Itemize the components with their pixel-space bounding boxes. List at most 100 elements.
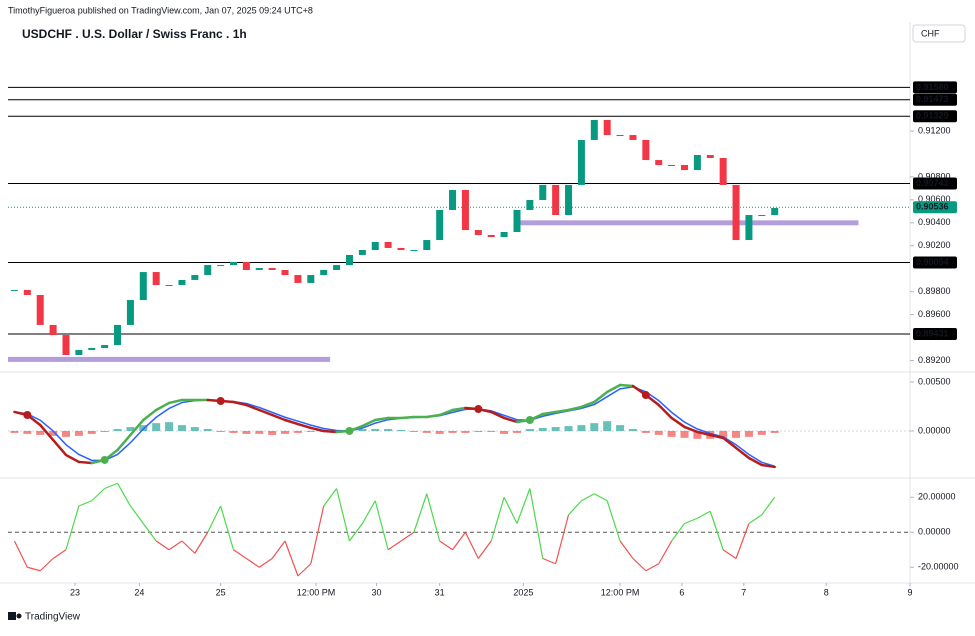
level-label: 0.89431 [916, 328, 949, 338]
main-line [103, 448, 119, 462]
main-line [270, 413, 287, 422]
histogram-bar [744, 430, 753, 437]
oscillator-line [413, 493, 428, 533]
candle [255, 268, 263, 270]
oscillator-line [374, 500, 389, 550]
last-price-label: 0.90536 [916, 202, 949, 212]
zone [519, 220, 859, 226]
candle [590, 120, 598, 140]
oscillator-line [387, 540, 402, 551]
main-line [670, 416, 686, 429]
oscillator-line [39, 558, 54, 572]
main-line [373, 416, 390, 422]
main-line [283, 418, 300, 426]
symbol-title: USDCHF . U.S. Dollar / Swiss Franc . 1h [22, 27, 247, 41]
histogram-bar [384, 429, 393, 431]
oscillator-line [65, 505, 80, 550]
x-tick-label: 8 [824, 587, 829, 597]
candle [126, 300, 134, 325]
candle [474, 230, 482, 235]
candle [771, 208, 779, 216]
candle [23, 289, 31, 295]
candle [500, 232, 508, 238]
main-line [322, 429, 338, 434]
histogram-bar [732, 430, 741, 438]
level-label: 0.90743 [916, 178, 949, 188]
oscillator-line [27, 566, 41, 572]
main-line [348, 424, 364, 433]
histogram-bar [474, 430, 483, 432]
main-line [51, 438, 68, 457]
oscillator-line [568, 500, 582, 516]
histogram-bar [61, 430, 70, 437]
candle [577, 139, 585, 185]
histogram-bar [216, 430, 225, 432]
x-tick-label: 31 [435, 587, 445, 597]
y-tick-label: 0.90400 [918, 217, 951, 227]
histogram-bar [757, 430, 766, 435]
main-line [657, 403, 673, 420]
histogram-bar [397, 429, 406, 431]
histogram-bar [538, 428, 547, 431]
candle [706, 155, 714, 158]
oscillator-line [400, 531, 415, 542]
candle [10, 289, 18, 291]
currency-button[interactable] [912, 24, 966, 43]
candle [732, 184, 740, 241]
oscillator-line [361, 500, 376, 524]
x-tick-label: 12:00 PM [601, 587, 640, 597]
oscillator-line [439, 540, 453, 551]
histogram-bar [306, 430, 315, 432]
oscillator-line [722, 549, 737, 559]
main-line [26, 413, 42, 427]
brand: TradingView [25, 612, 81, 623]
histogram-bar [87, 430, 96, 434]
oscillator-line [748, 514, 763, 524]
candle [49, 324, 57, 336]
histogram-bar [551, 427, 560, 431]
candle [655, 160, 663, 165]
candle [436, 209, 444, 241]
oscillator-line [735, 523, 750, 559]
main-line [644, 393, 660, 407]
histogram-bar [358, 429, 367, 431]
oscillator-line [233, 549, 247, 559]
oscillator-line [194, 531, 209, 554]
main-line [219, 399, 235, 404]
candle [178, 279, 186, 286]
y-tick-label: 0.91200 [918, 125, 951, 135]
candle [371, 241, 379, 251]
candle [565, 184, 573, 216]
level-box [913, 328, 957, 341]
main-line [760, 463, 776, 469]
candle [603, 120, 611, 136]
y-tick-label: 0.90600 [918, 194, 951, 204]
oscillator-line [709, 511, 724, 550]
histogram-bar [435, 430, 444, 434]
candle [487, 234, 495, 238]
y-tick-label: 0.00500 [918, 376, 951, 386]
oscillator-line [529, 488, 544, 559]
main-line [232, 400, 248, 407]
main-line [709, 433, 725, 440]
candle [345, 254, 353, 266]
y-tick-label: 0.89200 [918, 355, 951, 365]
histogram-bar [577, 425, 586, 431]
oscillator-line [761, 496, 776, 516]
x-tick-label: 2025 [513, 587, 533, 597]
oscillator-line [555, 514, 570, 564]
candle [449, 190, 457, 210]
level-box [913, 110, 957, 123]
oscillator-line [490, 497, 505, 542]
candle [423, 240, 431, 251]
main-line [567, 405, 583, 412]
signal-line [14, 386, 775, 467]
y-tick-label: 0.89600 [918, 309, 951, 319]
y-tick-label: -20.00000 [918, 562, 959, 572]
y-tick-label: 20.00000 [918, 492, 956, 502]
oscillator-line [542, 557, 556, 565]
histogram-bar [564, 426, 573, 431]
oscillator-line [594, 493, 608, 502]
main-line [38, 423, 55, 442]
